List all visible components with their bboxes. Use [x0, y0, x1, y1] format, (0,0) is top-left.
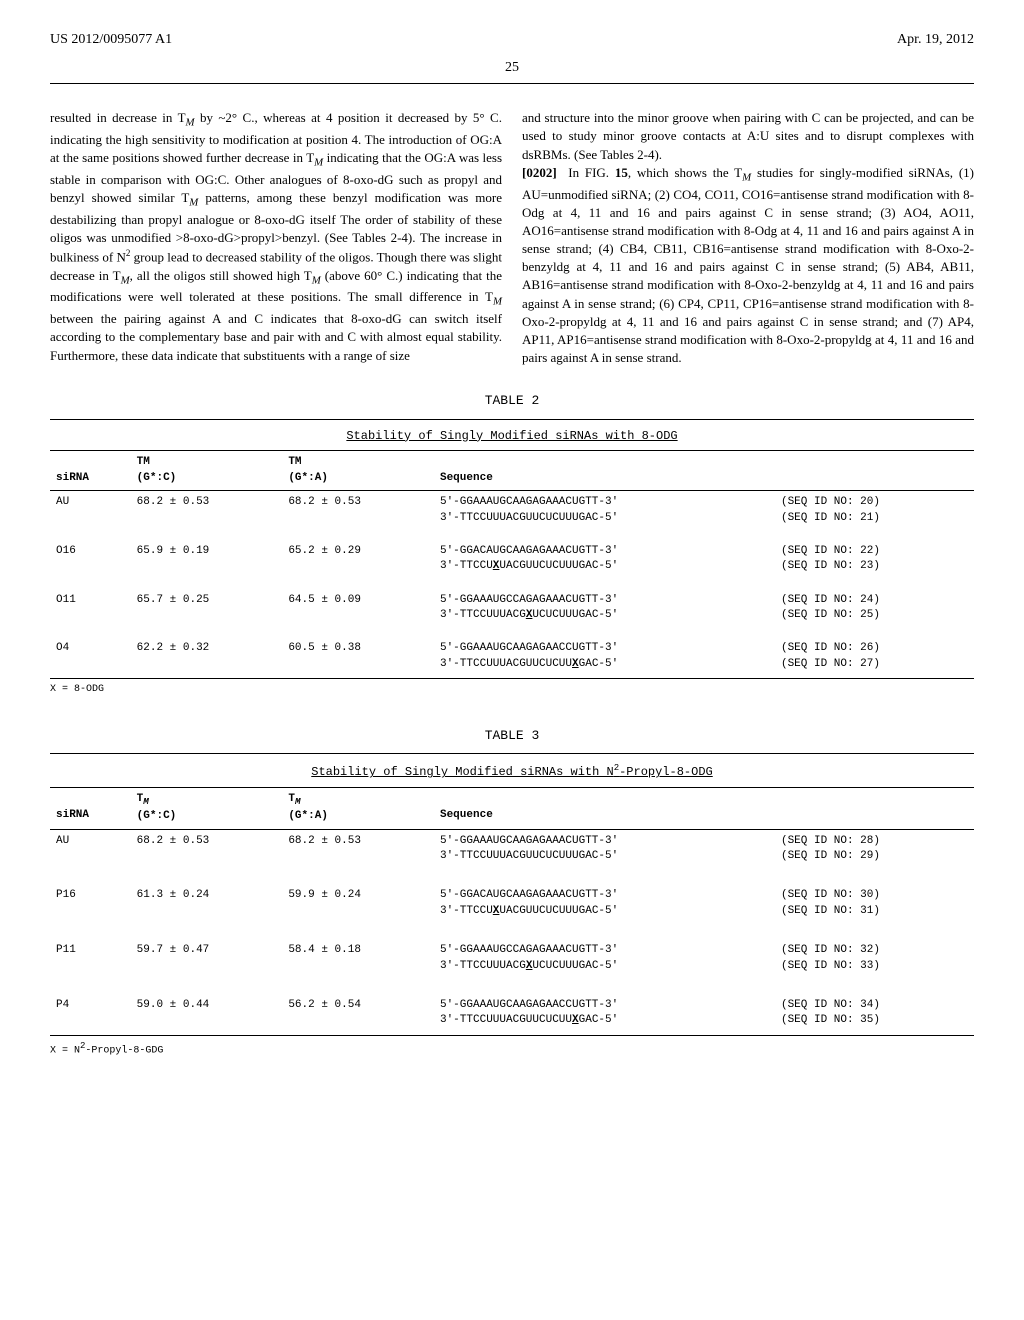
- cell-sirna: O16: [50, 540, 131, 579]
- cell-tm-c: 65.9 ± 0.19: [131, 540, 283, 579]
- header-rule: [50, 83, 974, 84]
- table-row: P1661.3 ± 0.2459.9 ± 0.245'-GGACAUGCAAGA…: [50, 884, 974, 923]
- cell-tm-a: 56.2 ± 0.54: [282, 994, 434, 1033]
- cell-sirna: AU: [50, 491, 131, 530]
- table-2-label: TABLE 2: [50, 392, 974, 410]
- cell-sequence: 5'-GGAAAUGCAAGAGAAACUGTT-3'3'-TTCCUUUACG…: [434, 829, 775, 868]
- th-sirna: siRNA: [50, 788, 131, 829]
- body-left-para: resulted in decrease in TM by ~2° C., wh…: [50, 109, 502, 365]
- table-3-box: Stability of Singly Modified siRNAs with…: [50, 753, 974, 1035]
- table-2-content: siRNA TM(G*:C) TM(G*:A) Sequence AU68.2 …: [50, 451, 974, 676]
- table-3-label: TABLE 3: [50, 727, 974, 745]
- table-3-content: siRNA TM(G*:C) TM(G*:A) Sequence AU68.2 …: [50, 788, 974, 1033]
- body-columns: resulted in decrease in TM by ~2° C., wh…: [50, 109, 974, 367]
- cell-tm-c: 59.7 ± 0.47: [131, 939, 283, 978]
- table-row: O1165.7 ± 0.2564.5 ± 0.095'-GGAAAUGCCAGA…: [50, 589, 974, 628]
- cell-tm-c: 62.2 ± 0.32: [131, 637, 283, 676]
- cell-tm-c: 59.0 ± 0.44: [131, 994, 283, 1033]
- table-2-footnote: X = 8-ODG: [50, 683, 974, 697]
- cell-tm-a: 64.5 ± 0.09: [282, 589, 434, 628]
- page-number: 25: [50, 58, 974, 78]
- table-row: P1159.7 ± 0.4758.4 ± 0.185'-GGAAAUGCCAGA…: [50, 939, 974, 978]
- th-tm-a: TM(G*:A): [282, 451, 434, 490]
- cell-tm-a: 68.2 ± 0.53: [282, 829, 434, 868]
- th-sequence: Sequence: [434, 451, 775, 490]
- table-3: TABLE 3 Stability of Singly Modified siR…: [50, 727, 974, 1058]
- cell-tm-c: 65.7 ± 0.25: [131, 589, 283, 628]
- cell-sirna: O4: [50, 637, 131, 676]
- cell-seqid: (SEQ ID NO: 24)(SEQ ID NO: 25): [775, 589, 974, 628]
- publication-date: Apr. 19, 2012: [897, 30, 974, 50]
- th-seqid: [775, 451, 974, 490]
- cell-tm-a: 68.2 ± 0.53: [282, 491, 434, 530]
- cell-sequence: 5'-GGAAAUGCCAGAGAAACUGTT-3'3'-TTCCUUUACG…: [434, 939, 775, 978]
- cell-sirna: O11: [50, 589, 131, 628]
- table-row: AU68.2 ± 0.5368.2 ± 0.535'-GGAAAUGCAAGAG…: [50, 829, 974, 868]
- cell-sirna: AU: [50, 829, 131, 868]
- cell-tm-c: 68.2 ± 0.53: [131, 829, 283, 868]
- cell-sequence: 5'-GGAAAUGCAAGAGAACCUGTT-3'3'-TTCCUUUACG…: [434, 637, 775, 676]
- th-sequence: Sequence: [434, 788, 775, 829]
- cell-sequence: 5'-GGAAAUGCAAGAGAACCUGTT-3'3'-TTCCUUUACG…: [434, 994, 775, 1033]
- body-right-para2: [0202] In FIG. 15, which shows the TM st…: [522, 164, 974, 368]
- cell-tm-c: 61.3 ± 0.24: [131, 884, 283, 923]
- cell-seqid: (SEQ ID NO: 32)(SEQ ID NO: 33): [775, 939, 974, 978]
- cell-sirna: P4: [50, 994, 131, 1033]
- table-row: O462.2 ± 0.3260.5 ± 0.385'-GGAAAUGCAAGAG…: [50, 637, 974, 676]
- th-seqid: [775, 788, 974, 829]
- th-sirna: siRNA: [50, 451, 131, 490]
- cell-seqid: (SEQ ID NO: 30)(SEQ ID NO: 31): [775, 884, 974, 923]
- cell-seqid: (SEQ ID NO: 28)(SEQ ID NO: 29): [775, 829, 974, 868]
- cell-tm-a: 60.5 ± 0.38: [282, 637, 434, 676]
- table-row: O1665.9 ± 0.1965.2 ± 0.295'-GGACAUGCAAGA…: [50, 540, 974, 579]
- cell-seqid: (SEQ ID NO: 22)(SEQ ID NO: 23): [775, 540, 974, 579]
- page-header: US 2012/0095077 A1 Apr. 19, 2012: [50, 30, 974, 50]
- body-right-para1: and structure into the minor groove when…: [522, 109, 974, 164]
- paragraph-number: [0202]: [522, 165, 557, 180]
- table-3-footnote: X = N2-Propyl-8-GDG: [50, 1040, 974, 1058]
- cell-seqid: (SEQ ID NO: 26)(SEQ ID NO: 27): [775, 637, 974, 676]
- table-2-title: Stability of Singly Modified siRNAs with…: [50, 422, 974, 452]
- cell-seqid: (SEQ ID NO: 34)(SEQ ID NO: 35): [775, 994, 974, 1033]
- right-column: and structure into the minor groove when…: [522, 109, 974, 367]
- cell-sirna: P16: [50, 884, 131, 923]
- cell-sequence: 5'-GGAAAUGCAAGAGAAACUGTT-3'3'-TTCCUUUACG…: [434, 491, 775, 530]
- publication-number: US 2012/0095077 A1: [50, 30, 172, 50]
- cell-sirna: P11: [50, 939, 131, 978]
- cell-tm-a: 59.9 ± 0.24: [282, 884, 434, 923]
- cell-tm-c: 68.2 ± 0.53: [131, 491, 283, 530]
- cell-sequence: 5'-GGACAUGCAAGAGAAACUGTT-3'3'-TTCCUXUACG…: [434, 884, 775, 923]
- th-tm-c: TM(G*:C): [131, 451, 283, 490]
- table-row: P459.0 ± 0.4456.2 ± 0.545'-GGAAAUGCAAGAG…: [50, 994, 974, 1033]
- table-2-box: Stability of Singly Modified siRNAs with…: [50, 419, 974, 680]
- table-3-header-row: siRNA TM(G*:C) TM(G*:A) Sequence: [50, 788, 974, 829]
- cell-tm-a: 65.2 ± 0.29: [282, 540, 434, 579]
- cell-sequence: 5'-GGACAUGCAAGAGAAACUGTT-3'3'-TTCCUXUACG…: [434, 540, 775, 579]
- cell-seqid: (SEQ ID NO: 20)(SEQ ID NO: 21): [775, 491, 974, 530]
- th-tm-a: TM(G*:A): [282, 788, 434, 829]
- table-2: TABLE 2 Stability of Singly Modified siR…: [50, 392, 974, 697]
- cell-tm-a: 58.4 ± 0.18: [282, 939, 434, 978]
- left-column: resulted in decrease in TM by ~2° C., wh…: [50, 109, 502, 367]
- cell-sequence: 5'-GGAAAUGCCAGAGAAACUGTT-3'3'-TTCCUUUACG…: [434, 589, 775, 628]
- th-tm-c: TM(G*:C): [131, 788, 283, 829]
- table-row: AU68.2 ± 0.5368.2 ± 0.535'-GGAAAUGCAAGAG…: [50, 491, 974, 530]
- table-2-header-row: siRNA TM(G*:C) TM(G*:A) Sequence: [50, 451, 974, 490]
- table-3-title: Stability of Singly Modified siRNAs with…: [50, 756, 974, 788]
